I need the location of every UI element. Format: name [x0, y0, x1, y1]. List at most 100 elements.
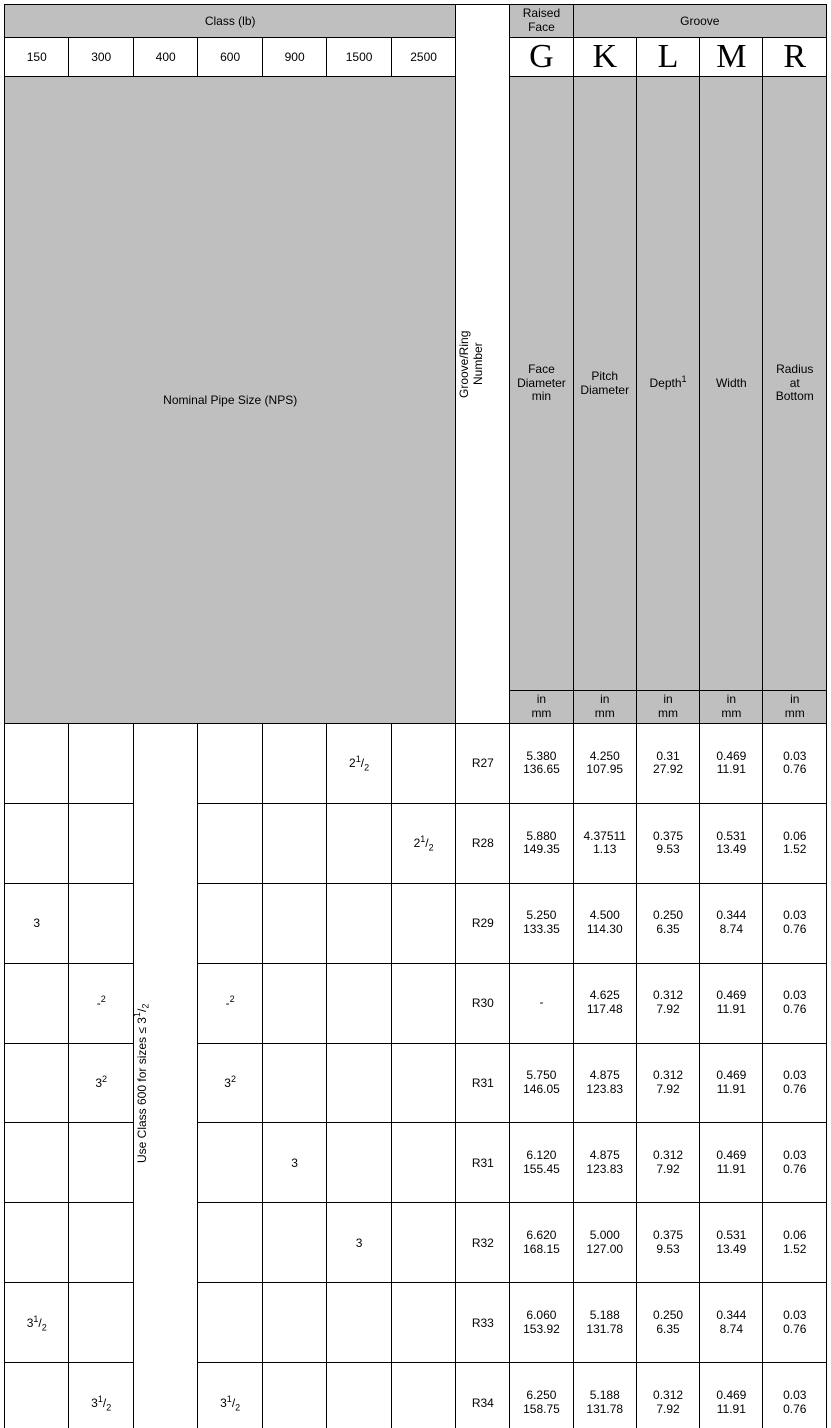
nps-cell — [5, 1123, 69, 1203]
ring-number: R33 — [456, 1283, 510, 1363]
unit-0: inmm — [510, 691, 573, 724]
groove-header: Groove — [573, 5, 826, 38]
groove-cell: 0.46911.91 — [700, 1043, 763, 1123]
nps-cell — [391, 883, 456, 963]
groove-cell: 5.188131.78 — [573, 1283, 636, 1363]
groove-cell: 0.030.76 — [763, 1043, 827, 1123]
class-400: 400 — [133, 37, 197, 76]
nps-cell — [391, 963, 456, 1043]
nps-title: Nominal Pipe Size (NPS) — [5, 76, 456, 723]
table-row: Use Class 600 for sizes ≤ 31/221/2R275.3… — [5, 724, 827, 804]
nps-cell — [198, 1283, 262, 1363]
ring-number: R32 — [456, 1203, 510, 1283]
groove-cell: 0.061.52 — [763, 1203, 827, 1283]
groove-cell: 5.188131.78 — [573, 1363, 636, 1428]
unit-2: inmm — [636, 691, 699, 724]
nps-cell — [327, 883, 391, 963]
class-2500: 2500 — [391, 37, 456, 76]
nps-cell: 3 — [262, 1123, 326, 1203]
unit-4: inmm — [763, 691, 827, 724]
nps-cell — [391, 1203, 456, 1283]
nps-cell — [327, 1363, 391, 1428]
groove-ring-header: Groove/RingNumber — [456, 5, 510, 724]
nps-cell — [391, 1363, 456, 1428]
gl-pitch: PitchDiameter — [573, 76, 636, 691]
groove-cell: 0.3127.92 — [636, 1043, 699, 1123]
groove-cell: 0.030.76 — [763, 963, 827, 1043]
groove-cell: 5.250133.35 — [510, 883, 573, 963]
nps-cell — [5, 724, 69, 804]
ring-number: R28 — [456, 803, 510, 883]
nps-cell: 3 — [327, 1203, 391, 1283]
table-row: 3R326.620168.155.000127.000.3759.530.531… — [5, 1203, 827, 1283]
gl-depth: Depth1 — [636, 76, 699, 691]
groove-cell: 0.3759.53 — [636, 803, 699, 883]
groove-cell: 0.3127.92 — [636, 724, 699, 804]
class-600: 600 — [198, 37, 262, 76]
groove-cell: 4.375111.13 — [573, 803, 636, 883]
ring-number: R34 — [456, 1363, 510, 1428]
nps-cell — [198, 803, 262, 883]
nps-cell: 31/2 — [198, 1363, 262, 1428]
raised-face-header: RaisedFace — [510, 5, 573, 38]
groove-cell: 0.3127.92 — [636, 963, 699, 1043]
nps-cell — [391, 1043, 456, 1123]
gl-radius: RadiusatBottom — [763, 76, 827, 691]
groove-cell: 5.380136.65 — [510, 724, 573, 804]
ring-number: R27 — [456, 724, 510, 804]
ring-number: R29 — [456, 883, 510, 963]
groove-cell: 0.3127.92 — [636, 1363, 699, 1428]
nps-cell — [69, 1123, 133, 1203]
nps-cell: 31/2 — [5, 1283, 69, 1363]
table-row: 3R295.250133.354.500114.300.2506.350.344… — [5, 883, 827, 963]
groove-cell: 0.061.52 — [763, 803, 827, 883]
nps-cell: 32 — [198, 1043, 262, 1123]
nps-cell — [327, 1283, 391, 1363]
unit-1: inmm — [573, 691, 636, 724]
groove-cell: 0.3759.53 — [636, 1203, 699, 1283]
groove-cell: 0.030.76 — [763, 1283, 827, 1363]
letter-m: M — [700, 37, 763, 76]
table-row: 3R316.120155.454.875123.830.3127.920.469… — [5, 1123, 827, 1203]
nps-cell: 21/2 — [327, 724, 391, 804]
table-row: 3232R315.750146.054.875123.830.3127.920.… — [5, 1043, 827, 1123]
table-row: -2-2R30-4.625117.480.3127.920.46911.910.… — [5, 963, 827, 1043]
groove-cell: 6.250158.75 — [510, 1363, 573, 1428]
groove-cell: 0.53113.49 — [700, 803, 763, 883]
nps-cell — [198, 883, 262, 963]
groove-cell: 4.875123.83 — [573, 1043, 636, 1123]
letter-g: G — [510, 37, 573, 76]
groove-cell: 0.3448.74 — [700, 1283, 763, 1363]
nps-cell — [69, 1203, 133, 1283]
nps-cell — [262, 1283, 326, 1363]
nps-cell: 21/2 — [391, 803, 456, 883]
nps-cell — [262, 883, 326, 963]
letter-k: K — [573, 37, 636, 76]
groove-cell: 0.3127.92 — [636, 1123, 699, 1203]
gl-face: FaceDiametermin — [510, 76, 573, 691]
nps-cell — [198, 1123, 262, 1203]
nps-cell: -2 — [69, 963, 133, 1043]
nps-cell — [5, 963, 69, 1043]
groove-cell: - — [510, 963, 573, 1043]
groove-cell: 0.46911.91 — [700, 1363, 763, 1428]
class-1500: 1500 — [327, 37, 391, 76]
nps-cell — [327, 963, 391, 1043]
table-row: 31/231/2R346.250158.755.188131.780.3127.… — [5, 1363, 827, 1428]
class-900: 900 — [262, 37, 326, 76]
groove-cell: 0.46911.91 — [700, 724, 763, 804]
nps-cell — [198, 724, 262, 804]
gl-width: Width — [700, 76, 763, 691]
class-300: 300 — [69, 37, 133, 76]
nps-cell — [391, 1283, 456, 1363]
nps-cell — [327, 1123, 391, 1203]
nps-cell — [5, 1363, 69, 1428]
nps-cell: -2 — [198, 963, 262, 1043]
groove-cell: 4.250107.95 — [573, 724, 636, 804]
nps-cell: 32 — [69, 1043, 133, 1123]
nps-cell — [262, 1043, 326, 1123]
groove-cell: 0.2506.35 — [636, 1283, 699, 1363]
groove-cell: 0.46911.91 — [700, 963, 763, 1043]
nps-cell — [69, 1283, 133, 1363]
nps-cell — [262, 803, 326, 883]
